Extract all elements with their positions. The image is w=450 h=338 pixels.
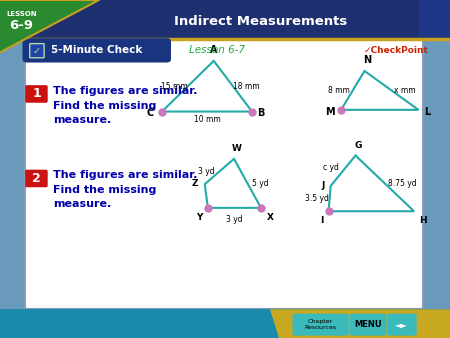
Text: Lesson 6-7: Lesson 6-7	[189, 45, 245, 55]
Text: 3.5 yd: 3.5 yd	[305, 194, 329, 203]
Text: MENU: MENU	[354, 320, 382, 329]
Text: LESSON: LESSON	[6, 11, 37, 17]
FancyBboxPatch shape	[292, 314, 349, 336]
Polygon shape	[243, 309, 450, 338]
Text: 5-Minute Check: 5-Minute Check	[51, 45, 143, 55]
FancyBboxPatch shape	[0, 0, 450, 39]
Text: c yd: c yd	[323, 164, 338, 172]
Text: 3 yd: 3 yd	[198, 167, 215, 176]
Text: N: N	[363, 55, 371, 65]
Text: 15 mm: 15 mm	[161, 82, 188, 91]
Text: 5 yd: 5 yd	[252, 179, 268, 188]
Text: 1: 1	[32, 88, 41, 100]
Text: The figures are similar.
Find the missing
measure.: The figures are similar. Find the missin…	[53, 86, 198, 125]
Text: B: B	[257, 108, 265, 118]
Text: 10 mm: 10 mm	[194, 116, 220, 124]
Text: I: I	[320, 216, 323, 225]
FancyBboxPatch shape	[350, 314, 387, 336]
FancyBboxPatch shape	[22, 38, 171, 63]
FancyBboxPatch shape	[25, 27, 423, 309]
Text: x mm: x mm	[394, 86, 416, 95]
FancyBboxPatch shape	[25, 170, 48, 187]
Text: 3 yd: 3 yd	[226, 215, 243, 224]
Text: ◄►: ◄►	[396, 320, 408, 329]
Text: Indirect Measurements: Indirect Measurements	[175, 15, 347, 28]
Text: X: X	[266, 213, 274, 222]
Text: Chapter
Resources: Chapter Resources	[304, 319, 337, 330]
Text: W: W	[231, 144, 241, 153]
FancyBboxPatch shape	[25, 85, 48, 103]
Text: G: G	[354, 141, 361, 150]
Text: J: J	[321, 181, 324, 190]
Text: M: M	[325, 106, 334, 117]
Text: 18 mm: 18 mm	[233, 82, 260, 91]
FancyBboxPatch shape	[30, 44, 44, 58]
Text: A: A	[210, 45, 217, 55]
Text: ✓: ✓	[33, 46, 41, 56]
Text: L: L	[424, 106, 430, 117]
Text: 8.75 yd: 8.75 yd	[388, 179, 417, 188]
FancyBboxPatch shape	[387, 314, 417, 336]
Text: 2: 2	[32, 172, 41, 185]
Text: C: C	[147, 108, 154, 118]
Text: 6-9: 6-9	[9, 19, 34, 32]
Text: The figures are similar.
Find the missing
measure.: The figures are similar. Find the missin…	[53, 170, 198, 209]
Text: ✓CheckPoint: ✓CheckPoint	[364, 46, 428, 55]
Text: 8 mm: 8 mm	[328, 86, 350, 95]
Text: Y: Y	[196, 213, 202, 222]
FancyBboxPatch shape	[0, 309, 450, 338]
Polygon shape	[418, 0, 450, 39]
Text: H: H	[419, 216, 427, 225]
Polygon shape	[0, 0, 99, 52]
Text: Z: Z	[192, 179, 198, 188]
